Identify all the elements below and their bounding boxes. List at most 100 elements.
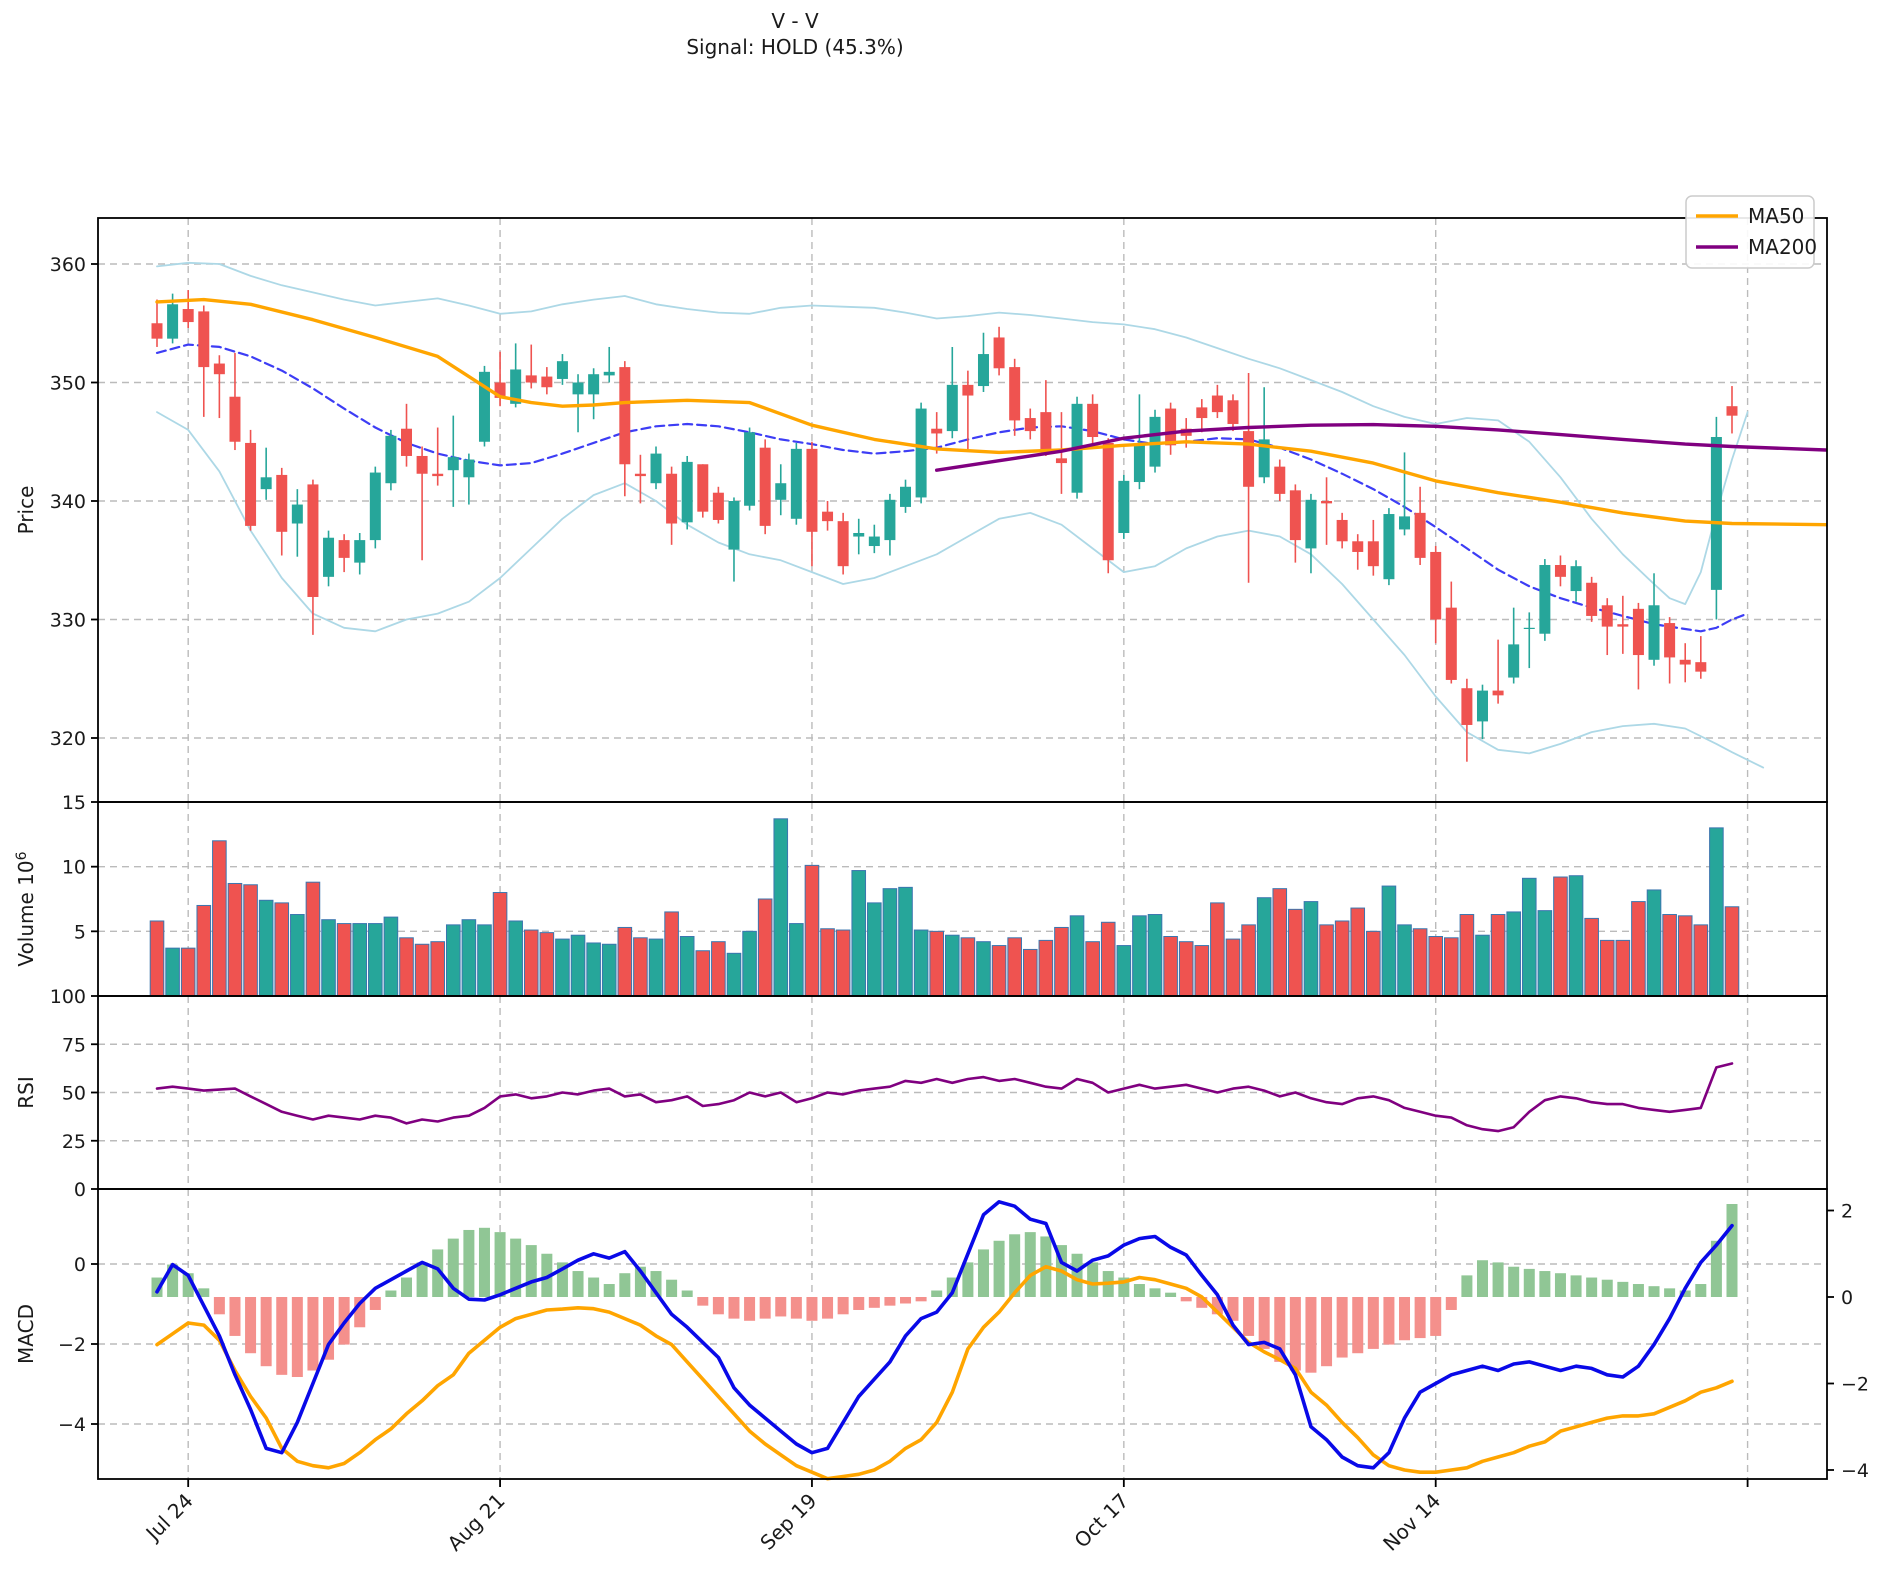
volume-bar — [1677, 915, 1693, 997]
candle-body — [167, 304, 179, 339]
candle-body — [1476, 690, 1488, 722]
volume-bar — [227, 882, 243, 997]
chart-subtitle: Signal: HOLD (45.3%) — [686, 35, 903, 59]
candle-body — [416, 455, 428, 474]
macd-histogram-bar — [1165, 1292, 1177, 1297]
volume-bar — [1241, 924, 1256, 997]
candle-body — [1539, 564, 1551, 634]
candle-body — [525, 375, 537, 383]
candle-body — [1321, 501, 1333, 504]
macd-histogram-bar — [1227, 1297, 1239, 1321]
candle-body — [759, 447, 771, 526]
volume-bar — [165, 947, 180, 997]
candle-body — [1632, 608, 1644, 656]
candle-body — [276, 474, 288, 532]
macd-histogram-bar — [1586, 1277, 1598, 1297]
volume-bar — [944, 934, 960, 997]
volume-bar — [1038, 939, 1054, 997]
macd-histogram-bar — [1726, 1204, 1738, 1297]
macd-histogram-bar — [323, 1297, 335, 1360]
macd-histogram-bar — [977, 1249, 989, 1297]
candle-body — [260, 477, 272, 490]
macd-histogram-bar — [182, 1273, 194, 1297]
candle-body — [1695, 662, 1707, 672]
candle-body — [634, 473, 646, 477]
macd-histogram-bar — [1258, 1297, 1270, 1349]
volume-bar — [1210, 902, 1225, 997]
candle-body — [1055, 458, 1067, 464]
candle-body — [1305, 499, 1317, 549]
volume-bar — [789, 923, 804, 997]
volume-bar — [1537, 910, 1553, 997]
candle-body — [853, 532, 865, 537]
volume-bar — [1334, 920, 1350, 997]
macd-histogram-bar — [1243, 1297, 1255, 1336]
candle-body — [182, 309, 194, 323]
macd-histogram-bar — [1367, 1297, 1379, 1349]
macd-histogram-bar — [1087, 1262, 1099, 1297]
volume-bar — [1568, 875, 1584, 997]
macd-histogram-bar — [1211, 1297, 1223, 1315]
candle-body — [790, 448, 802, 519]
ma200-line — [935, 422, 1828, 472]
volume-bar — [1366, 930, 1381, 997]
candle-body — [744, 432, 756, 506]
volume-bar — [867, 902, 882, 997]
macd-histogram-bar — [1118, 1277, 1130, 1297]
macd-histogram-bar — [510, 1238, 522, 1297]
candle-body — [1024, 418, 1036, 432]
volume-bar — [477, 924, 492, 997]
macd-signal-line — [155, 1264, 1734, 1481]
macd-histogram-bar — [1149, 1288, 1161, 1297]
candle-body — [307, 484, 319, 597]
macd-histogram-bar — [650, 1271, 662, 1297]
volume-bar — [414, 943, 430, 997]
candle-body — [432, 473, 444, 477]
candle-body — [1726, 406, 1738, 416]
candle-body — [556, 361, 568, 379]
candle-body — [1352, 541, 1364, 552]
candle-body — [369, 472, 381, 541]
candle-body — [1118, 480, 1130, 533]
volume-bar — [445, 924, 461, 997]
candle-body — [151, 323, 163, 339]
macd-histogram-bar — [1601, 1279, 1613, 1297]
macd-histogram-bar — [1071, 1253, 1083, 1297]
macd-histogram-bar — [1664, 1288, 1676, 1297]
bollinger-lower-line — [156, 411, 1765, 769]
candle-body — [666, 473, 678, 524]
candle-body — [1087, 403, 1099, 438]
macd-histogram-bar — [744, 1297, 756, 1321]
volume-bar — [664, 911, 679, 997]
candle-body — [198, 311, 210, 368]
candle-body — [868, 536, 880, 547]
candle-body — [619, 367, 631, 465]
macd-histogram-bar — [884, 1297, 896, 1306]
candle-body — [603, 371, 615, 376]
price-tick-label: 320 — [50, 728, 86, 750]
panel-spine — [97, 1188, 1828, 1480]
candle-body — [1009, 367, 1021, 421]
candle-body — [1227, 400, 1239, 424]
candle-body — [946, 384, 958, 432]
macd-histogram-bar — [1414, 1297, 1426, 1339]
axis-ticks — [91, 263, 1834, 1487]
volume-bar — [274, 902, 290, 997]
panel-spine — [97, 217, 1828, 803]
macd-histogram-bar — [291, 1297, 303, 1378]
candle-body — [1508, 644, 1520, 678]
volume-bar — [757, 898, 773, 997]
macd-histogram-bar — [1024, 1232, 1036, 1297]
candle-body — [463, 459, 475, 478]
macd-histogram-bar — [775, 1297, 787, 1317]
macd-histogram-bar — [1430, 1297, 1442, 1336]
candle-body — [1165, 408, 1177, 446]
macd-histogram-bar — [260, 1297, 272, 1367]
volume-bar — [570, 934, 586, 997]
macd-histogram-bar — [525, 1245, 537, 1297]
volume-bar — [1178, 941, 1194, 997]
x-tick-label: Oct 17 — [1069, 1489, 1133, 1553]
candle-body — [541, 376, 553, 388]
volume-axis-label: Volume 106 — [14, 851, 38, 966]
macd-histogram-bar — [837, 1297, 849, 1315]
